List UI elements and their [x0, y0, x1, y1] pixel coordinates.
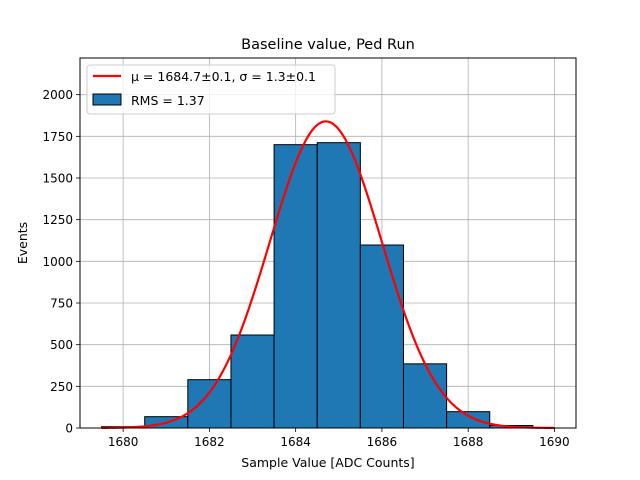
x-tick-label: 1688 [453, 435, 484, 449]
histogram-bar [230, 334, 275, 429]
y-tick-label: 500 [50, 338, 73, 352]
histogram-bar [402, 363, 448, 429]
y-tick-label: 250 [50, 380, 73, 394]
histogram-bar [273, 144, 318, 429]
gaussian-fit-curve [101, 120, 555, 430]
legend-fit-label: μ = 1684.7±0.1, σ = 1.3±0.1 [131, 69, 316, 84]
histogram-bar [316, 142, 361, 429]
y-tick-label: 1000 [42, 255, 73, 269]
x-axis-ticks: 1680 1682 1684 1686 1688 1690 [108, 428, 570, 449]
histogram-bar [187, 379, 232, 429]
y-tick-label: 2000 [42, 88, 73, 102]
y-tick-label: 750 [50, 297, 73, 311]
x-tick-label: 1686 [367, 435, 398, 449]
histogram-bars [101, 142, 534, 429]
legend-box [86, 64, 336, 115]
histogram-bar [446, 411, 491, 429]
legend-rms-label: RMS = 1.37 [131, 93, 205, 108]
y-tick-label: 1500 [42, 172, 73, 186]
legend-rms-swatch [92, 93, 122, 106]
x-tick-label: 1690 [539, 435, 570, 449]
x-axis-label: Sample Value [ADC Counts] [241, 455, 414, 470]
y-axis-ticks: 0 250 500 750 1000 1250 1500 1750 2000 [42, 88, 80, 436]
y-tick-label: 0 [65, 422, 73, 436]
legend: μ = 1684.7±0.1, σ = 1.3±0.1 RMS = 1.37 [86, 64, 336, 115]
y-tick-label: 1250 [42, 213, 73, 227]
chart-title: Baseline value, Ped Run [241, 37, 415, 53]
x-tick-label: 1684 [280, 435, 311, 449]
histogram-bar [359, 244, 404, 429]
x-tick-label: 1680 [108, 435, 139, 449]
x-tick-label: 1682 [194, 435, 225, 449]
y-tick-label: 1750 [42, 130, 73, 144]
plot-frame [79, 57, 577, 429]
y-axis-label: Events [15, 222, 30, 264]
